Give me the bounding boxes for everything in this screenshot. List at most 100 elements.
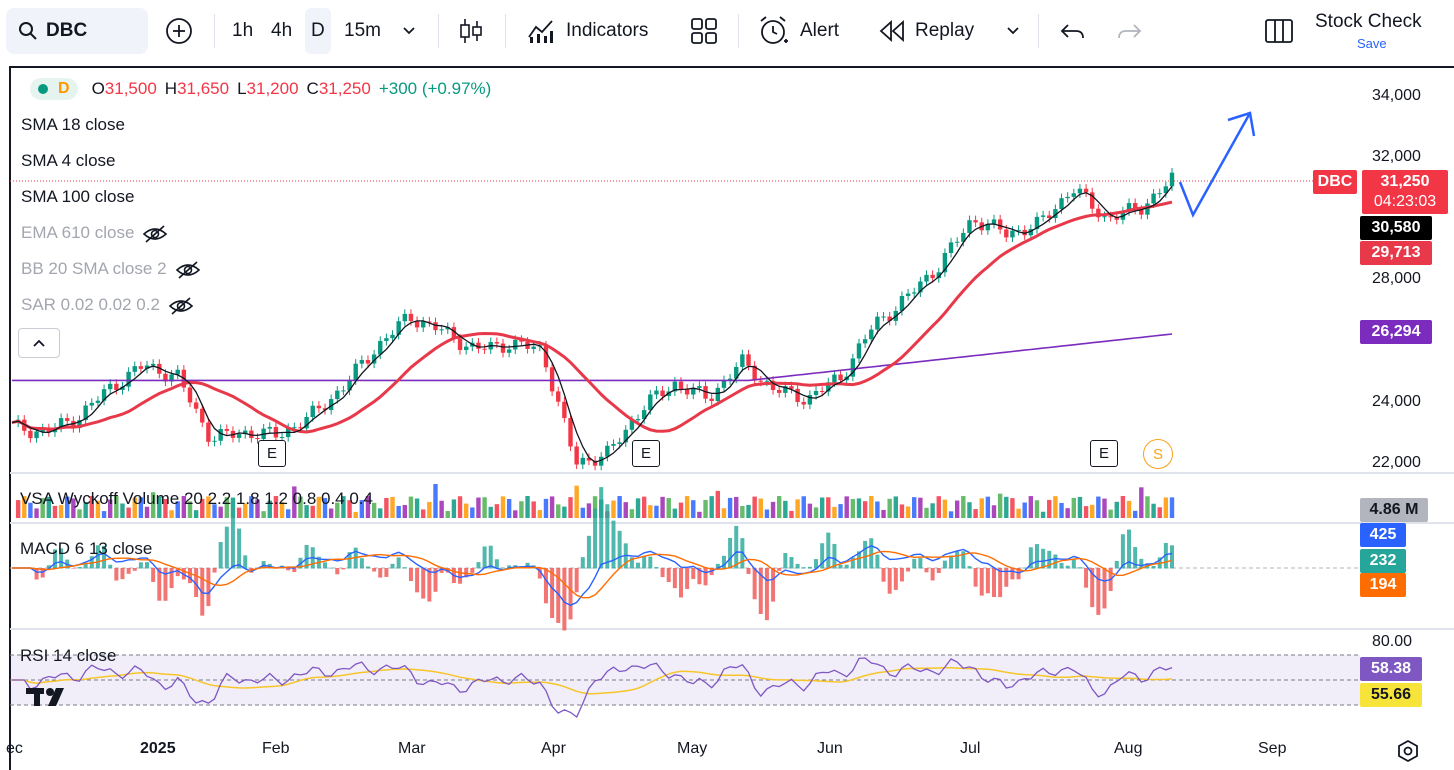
macd-histogram-bar xyxy=(482,546,487,569)
macd-histogram-bar xyxy=(586,535,591,569)
timeframe-15m[interactable]: 15m xyxy=(344,20,381,41)
macd-pane-label[interactable]: MACD 6 13 close xyxy=(20,539,153,558)
last-price-tag: 31,250 04:23:03 xyxy=(1362,170,1448,214)
macd-histogram-bar xyxy=(458,568,463,584)
candle-body xyxy=(1047,215,1052,219)
volume-bar xyxy=(132,497,137,518)
macd-histogram-bar xyxy=(470,568,475,573)
volume-bar xyxy=(740,506,745,518)
redo-button[interactable] xyxy=(1116,8,1142,54)
candle-body xyxy=(592,460,598,466)
macd-histogram-bar xyxy=(1102,568,1107,609)
timeframe-dropdown[interactable] xyxy=(402,8,416,54)
candle-body xyxy=(378,340,383,355)
macd-histogram-bar xyxy=(243,555,248,569)
macd-histogram-bar xyxy=(807,566,812,569)
earnings-marker[interactable]: E xyxy=(632,440,660,467)
macd-histogram-bar xyxy=(89,556,94,569)
earnings-marker[interactable]: E xyxy=(258,440,286,467)
sma18-line xyxy=(11,200,1173,434)
chevron-up-icon xyxy=(33,339,45,347)
save-link[interactable]: Save xyxy=(1357,36,1387,51)
eye-off-icon[interactable] xyxy=(168,296,194,316)
candle-body xyxy=(292,427,297,429)
macd-histogram-bar xyxy=(138,562,143,569)
volume-bar xyxy=(224,497,230,518)
eye-off-icon[interactable] xyxy=(175,260,201,280)
price-tick: 22,000 xyxy=(1372,454,1421,471)
candle-body xyxy=(335,390,340,400)
undo-button[interactable] xyxy=(1060,8,1086,54)
study-sar[interactable]: SAR 0.02 0.02 0.2 xyxy=(21,295,194,316)
volume-bar xyxy=(513,510,518,518)
volume-bar xyxy=(1145,496,1150,518)
alert-button[interactable]: Alert xyxy=(758,8,839,54)
macd-histogram-bar xyxy=(390,563,395,569)
macd-histogram-bar xyxy=(611,520,616,569)
replay-button[interactable]: Replay xyxy=(878,8,974,54)
compare-button[interactable] xyxy=(164,8,194,54)
symbol-search[interactable]: DBC xyxy=(6,8,148,54)
candle-body xyxy=(114,383,119,390)
split-marker[interactable]: S xyxy=(1143,439,1173,469)
interval-pill[interactable]: D xyxy=(30,78,78,100)
timeframe-d[interactable]: D xyxy=(305,8,331,54)
macd-histogram-bar xyxy=(672,568,677,589)
macd-histogram-bar xyxy=(832,543,837,569)
macd-histogram-bar xyxy=(801,567,806,569)
candle-body xyxy=(396,321,401,335)
candle-body xyxy=(734,366,739,379)
time-label: 2025 xyxy=(140,740,176,757)
volume-bar xyxy=(1065,508,1070,518)
volume-bar xyxy=(1004,496,1009,518)
undo-icon xyxy=(1060,24,1084,39)
layout-button[interactable] xyxy=(1264,8,1294,54)
templates-button[interactable] xyxy=(690,8,718,54)
close-value: 31,250 xyxy=(318,79,371,98)
earnings-marker[interactable]: E xyxy=(1090,440,1118,467)
candle-body xyxy=(862,339,868,344)
volume-bar xyxy=(905,506,911,518)
macd-histogram-bar xyxy=(230,517,235,569)
collapse-legend-button[interactable] xyxy=(18,328,60,358)
layout-name[interactable]: Stock Check xyxy=(1315,11,1422,32)
candle-body xyxy=(1053,209,1058,219)
candle-body xyxy=(1151,193,1156,204)
settings-button[interactable] xyxy=(1396,739,1420,768)
plus-circle-icon xyxy=(166,18,192,44)
eye-off-icon[interactable] xyxy=(142,224,168,244)
candle-body xyxy=(1090,192,1095,209)
macd-histogram-bar xyxy=(721,555,726,569)
macd-histogram-bar xyxy=(224,526,229,569)
indicators-button[interactable]: Indicators xyxy=(526,8,648,54)
replay-dropdown[interactable] xyxy=(1006,8,1020,54)
study-sma4[interactable]: SMA 4 close xyxy=(21,151,116,170)
volume-bar xyxy=(838,504,843,518)
macd-histogram-bar xyxy=(402,567,407,569)
macd-histogram-bar xyxy=(1016,568,1021,580)
rsi-pane-label[interactable]: RSI 14 close xyxy=(20,646,117,665)
timeframe-4h[interactable]: 4h xyxy=(271,20,293,41)
volume-bar xyxy=(408,496,414,518)
chart-type-button[interactable] xyxy=(458,8,484,54)
volume-bar xyxy=(22,496,27,518)
timeframe-1h[interactable]: 1h xyxy=(232,20,254,41)
candle-body xyxy=(279,437,285,439)
volume-bar xyxy=(954,500,960,518)
volume-bar xyxy=(1163,497,1169,518)
volume-bar xyxy=(206,496,211,518)
study-ema610[interactable]: EMA 610 close xyxy=(21,223,168,244)
candle-body xyxy=(193,402,199,409)
macd-histogram-bar xyxy=(1065,565,1070,569)
study-bb[interactable]: BB 20 SMA close 2 xyxy=(21,259,201,280)
volume-bar xyxy=(1114,501,1119,518)
study-sma100[interactable]: SMA 100 close xyxy=(21,187,135,206)
tv-logo-icon xyxy=(26,688,64,706)
bar-countdown: 04:23:03 xyxy=(1373,193,1437,210)
volume-pane-label[interactable]: VSA Wyckoff Volume 20 2.2 1.8 1.2 0.8 0.… xyxy=(20,489,373,508)
macd-histogram-bar xyxy=(77,567,82,569)
study-sma18[interactable]: SMA 18 close xyxy=(21,115,125,134)
candle-body xyxy=(34,431,39,439)
macd-histogram-bar xyxy=(666,568,671,583)
